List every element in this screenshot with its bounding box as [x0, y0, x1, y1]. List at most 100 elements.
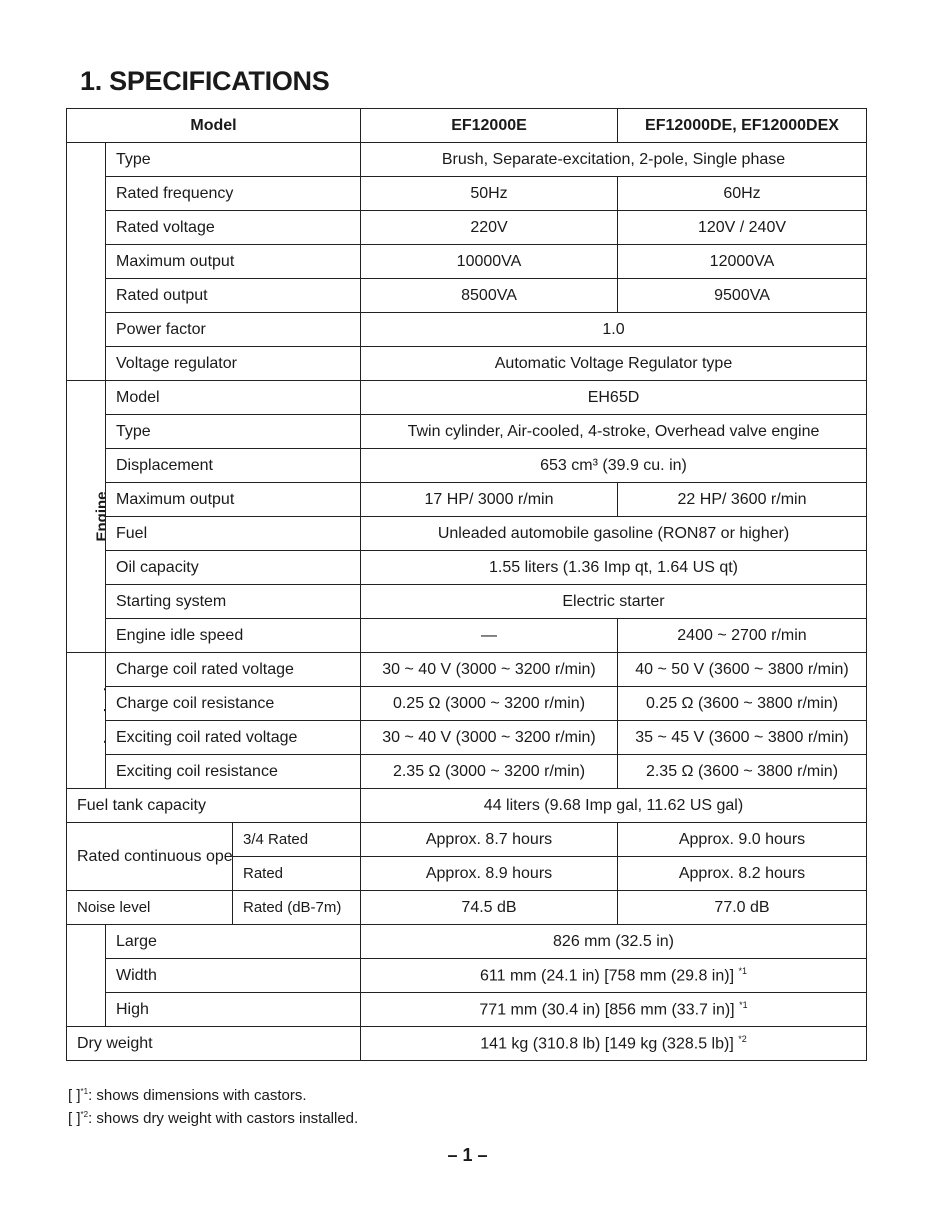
row-label: Displacement — [105, 448, 361, 483]
value-cell: 220V — [360, 210, 618, 245]
value-cell: 2400 ~ 2700 r/min — [617, 618, 867, 653]
footnote-mark: *1 — [738, 965, 747, 976]
value-cell: 22 HP/ 3600 r/min — [617, 482, 867, 517]
value-cell: 141 kg (310.8 lb) [149 kg (328.5 lb)] *2 — [360, 1026, 867, 1061]
row-label: Maximum output — [105, 482, 361, 517]
row-label: Rated continuous operation per a tankful… — [66, 822, 233, 891]
value-cell: — — [360, 618, 618, 653]
table-row: Displacement 653 cm³ (39.9 cu. in) — [67, 448, 867, 483]
row-label: Charge coil rated voltage — [105, 652, 361, 687]
value-text: 611 mm (24.1 in) [758 mm (29.8 in)] — [480, 967, 735, 985]
row-label: Engine idle speed — [105, 618, 361, 653]
table-row: Charge coil resistance 0.25 Ω (3000 ~ 320… — [67, 686, 867, 721]
row-label: Model — [105, 380, 361, 415]
model-col2-header: EF12000DE, EF12000DEX — [617, 108, 867, 143]
footnote: [ ]*2: shows dry weight with castors ins… — [68, 1105, 358, 1128]
row-label: Noise level — [66, 890, 233, 925]
value-cell: 0.25 Ω (3600 ~ 3800 r/min) — [617, 686, 867, 721]
value-cell: 1.55 liters (1.36 Imp qt, 1.64 US qt) — [360, 550, 867, 585]
row-label: Fuel — [105, 516, 361, 551]
table-row: Width 611 mm (24.1 in) [758 mm (29.8 in)]… — [67, 958, 867, 993]
value-cell: Approx. 8.7 hours — [360, 822, 618, 857]
value-cell: 120V / 240V — [617, 210, 867, 245]
value-cell: 60Hz — [617, 176, 867, 211]
value-text: 141 kg (310.8 lb) [149 kg (328.5 lb)] — [480, 1035, 734, 1053]
table-row: Oil capacity 1.55 liters (1.36 Imp qt, 1.… — [67, 550, 867, 585]
table-row: Starting system Electric starter — [67, 584, 867, 619]
value-cell: 30 ~ 40 V (3000 ~ 3200 r/min) — [360, 652, 618, 687]
table-row: Rated Approx. 8.9 hours Approx. 8.2 hours — [67, 856, 867, 891]
table-row: Engine idle speed —2400 ~ 2700 r/min — [67, 618, 867, 653]
row-label: Type — [105, 142, 361, 177]
table-row: Voltage regulator Automatic Voltage Regul… — [67, 346, 867, 381]
page-number: – 1 – — [447, 1145, 488, 1165]
value-cell: 77.0 dB — [617, 890, 867, 925]
footnote-mark: *1 — [739, 999, 748, 1010]
value-text: 771 mm (30.4 in) [856 mm (33.7 in)] — [479, 1001, 735, 1019]
table-row: DimensionLarge 826 mm (32.5 in) — [66, 924, 867, 1027]
page-title: 1. SPECIFICATIONS — [80, 66, 330, 96]
row-label: Fuel tank capacity — [66, 788, 361, 823]
value-cell: 611 mm (24.1 in) [758 mm (29.8 in)] *1 — [360, 958, 867, 993]
sub-label: Rated (dB-7m) — [232, 890, 361, 925]
value-cell: 40 ~ 50 V (3600 ~ 3800 r/min) — [617, 652, 867, 687]
footnote-mark: *2 — [80, 1110, 89, 1119]
footnote-mark: *2 — [738, 1033, 747, 1044]
table-row: Electrical Charge coil rated voltage 30 ~ … — [66, 652, 867, 789]
footnote-bracket: [ ] — [68, 1087, 81, 1104]
value-cell: 653 cm³ (39.9 cu. in) — [360, 448, 867, 483]
row-label: Starting system — [105, 584, 361, 619]
value-cell: 771 mm (30.4 in) [856 mm (33.7 in)] *1 — [360, 992, 867, 1027]
sub-label: 3/4 Rated — [232, 822, 361, 857]
table-row: Rated voltage 220V 120V / 240V — [67, 210, 867, 245]
value-cell: 12000VA — [617, 244, 867, 279]
table-row: Maximum output 10000VA 12000VA — [67, 244, 867, 279]
value-cell: EH65D — [360, 380, 867, 415]
value-cell: Electric starter — [360, 584, 867, 619]
value-cell: Approx. 8.9 hours — [360, 856, 618, 891]
table-row: Fuel tank capacity 44 liters (9.68 Imp ga… — [66, 788, 867, 823]
value-cell: 50Hz — [360, 176, 618, 211]
footnote-bracket: [ ] — [68, 1110, 81, 1127]
value-cell: 10000VA — [360, 244, 618, 279]
row-label: Exciting coil resistance — [105, 754, 361, 789]
group-label-engine: Engine — [66, 380, 106, 653]
table-row: High 771 mm (30.4 in) [856 mm (33.7 in)] … — [67, 992, 867, 1027]
row-label: Rated voltage — [105, 210, 361, 245]
group-label-dimension: Dimension — [66, 924, 106, 1027]
footnotes: [ ]*1: shows dimensions with castors.[ ]… — [68, 1082, 358, 1128]
table-row: Fuel Unleaded automobile gasoline (RON87 … — [67, 516, 867, 551]
value-cell: Automatic Voltage Regulator type — [360, 346, 867, 381]
row-label: Exciting coil rated voltage — [105, 720, 361, 755]
group-label-text: Engine — [93, 490, 106, 542]
value-cell: 9500VA — [617, 278, 867, 313]
row-label: Rated frequency — [105, 176, 361, 211]
footnote-mark: *1 — [80, 1087, 89, 1096]
row-label: Charge coil resistance — [105, 686, 361, 721]
value-cell: 8500VA — [360, 278, 618, 313]
table-row: AlternatorTypeBrush, Separate-excitation… — [66, 142, 867, 381]
group-label-electrical: Electrical — [66, 652, 106, 789]
value-cell: Approx. 8.2 hours — [617, 856, 867, 891]
table-row: Type Twin cylinder, Air-cooled, 4-stroke,… — [67, 414, 867, 449]
value-cell: 44 liters (9.68 Imp gal, 11.62 US gal) — [360, 788, 867, 823]
value-cell: 826 mm (32.5 in) — [360, 924, 867, 959]
row-label: Dry weight — [66, 1026, 361, 1061]
specifications-table: Model EF12000E EF12000DE, EF12000DEX Alt… — [66, 108, 867, 1061]
value-cell: 74.5 dB — [360, 890, 618, 925]
row-label: Large — [105, 924, 361, 959]
value-cell: Unleaded automobile gasoline (RON87 or h… — [360, 516, 867, 551]
value-cell: 35 ~ 45 V (3600 ~ 3800 r/min) — [617, 720, 867, 755]
row-label: Voltage regulator — [105, 346, 361, 381]
value-cell: Approx. 9.0 hours — [617, 822, 867, 857]
sub-label: Rated — [232, 856, 361, 891]
footnote: [ ]*1: shows dimensions with castors. — [68, 1082, 358, 1105]
table-row: Exciting coil resistance 2.35 Ω (3000 ~ 3… — [67, 754, 867, 789]
value-cell: 2.35 Ω (3000 ~ 3200 r/min) — [360, 754, 618, 789]
value-text: 826 mm (32.5 in) — [553, 932, 674, 950]
table-row: Exciting coil rated voltage 30 ~ 40 V (30… — [67, 720, 867, 755]
footnote-text: : shows dimensions with castors. — [88, 1087, 307, 1104]
header-row: Model EF12000E EF12000DE, EF12000DEX — [66, 108, 867, 143]
value-cell: 30 ~ 40 V (3000 ~ 3200 r/min) — [360, 720, 618, 755]
table-row: Noise level Rated (dB-7m) 74.5 dB 77.0 dB — [66, 890, 867, 925]
